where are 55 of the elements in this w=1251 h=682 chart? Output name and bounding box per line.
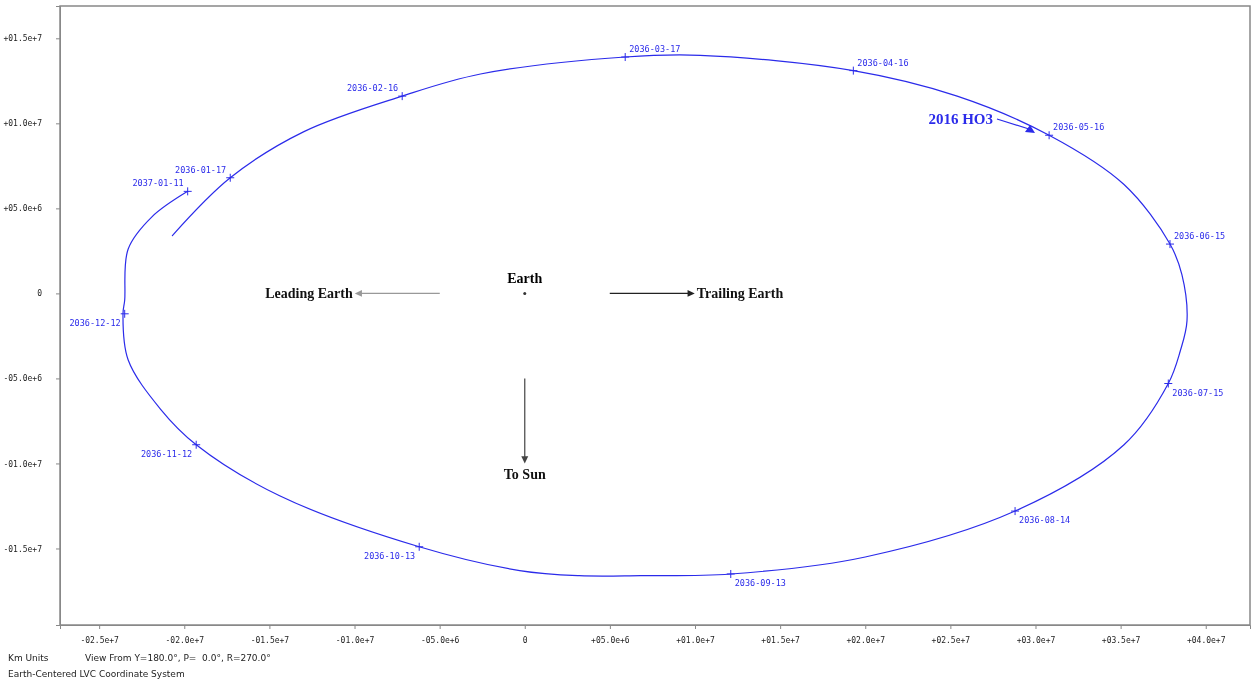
annotation: 2036-03-17 [629,44,681,55]
annotation: 2036-06-15 [1173,231,1226,242]
x-tick-label: +02.5e+7 [931,635,971,645]
x-tick-label: +03.0e+7 [1016,635,1056,645]
point [848,66,858,76]
y-tick-label: -01.0e+7 [3,459,43,469]
x-tick-label: -05.0e+6 [420,635,460,645]
point [1163,379,1173,389]
annotation: To Sun [503,467,546,483]
annotation: 2037-01-11 [132,178,184,189]
x-tick-label: +04.0e+7 [1186,635,1226,645]
y-tick-label: -05.0e+6 [3,374,43,384]
annotation: 2036-09-13 [734,577,786,588]
annotation: 2036-01-17 [175,164,227,175]
annotation: Earth [507,271,543,287]
x-tick-label: +02.0e+7 [846,635,886,645]
y-tick-label: 0 [37,289,43,299]
point [120,309,130,319]
x-tick-label: -01.0e+7 [335,635,375,645]
annotation: Trailing Earth [696,286,784,302]
x-tick-label: +03.5e+7 [1101,635,1141,645]
annotation: 2036-04-16 [857,57,909,68]
point [191,440,201,450]
point [620,52,630,62]
annotation: 2016 HO3 [928,111,993,127]
point [183,186,193,196]
point [414,542,424,552]
x-tick-label: -02.5e+7 [80,635,120,645]
point [726,569,736,579]
annotation: 2036-07-15 [1172,387,1224,398]
annotation: 2036-11-12 [141,448,193,459]
x-tick-label: -01.5e+7 [250,635,290,645]
point [225,173,235,183]
annotation: 2036-12-12 [69,317,121,328]
annotation: 2036-05-16 [1053,122,1105,133]
y-tick-label: +05.0e+6 [3,204,43,214]
point [1010,506,1020,516]
text: View From Y=180.0°, P= 0.0°, R=270.0° [85,653,271,663]
text: Earth-Centered LVC Coordinate System [8,669,185,679]
point [1165,239,1175,249]
annotation: 2036-02-16 [347,83,399,94]
annotation: 2036-08-14 [1019,515,1071,526]
y-tick-label: +01.0e+7 [3,119,43,129]
x-tick-label: +01.0e+7 [676,635,715,645]
annotation: Leading Earth [265,286,353,302]
text: Km Units [8,653,49,663]
y-tick-label: -01.5e+7 [3,544,43,554]
x-tick-label: +01.5e+7 [761,635,801,645]
x-tick-label: -02.0e+7 [165,635,205,645]
x-tick-label: 0 [522,635,528,645]
x-tick-label: +05.0e+6 [591,635,630,645]
annotation: 2036-10-13 [364,550,416,561]
point [397,91,407,101]
y-tick-label: +01.5e+7 [3,34,43,44]
point [1044,130,1054,140]
